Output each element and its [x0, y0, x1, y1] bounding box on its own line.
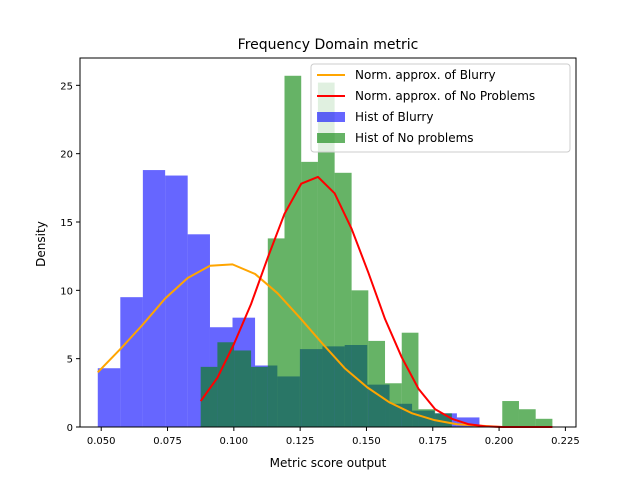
histogram-bar [284, 75, 302, 428]
histogram-bar [351, 290, 369, 427]
histogram-bar [301, 161, 318, 427]
axes-frame [79, 57, 577, 428]
legend: Norm. approx. of Blurry Norm. approx. of … [310, 63, 571, 153]
histogram-bar [502, 401, 519, 427]
y-tick-label: 20 [60, 150, 73, 161]
legend-box [310, 63, 571, 153]
plot-area: 0.050 0.075 0.100 0.125 0.150 0.175 0.200 0.225… [60, 57, 580, 447]
x-tick-label: 0.100 [220, 436, 249, 447]
y-axis-label: Density [34, 221, 48, 267]
histogram-bar [165, 175, 188, 427]
legend-label: Norm. approx. of Blurry [355, 68, 496, 82]
histogram-bar [456, 417, 480, 427]
y-tick-label: 25 [60, 81, 73, 92]
y-tick-label: 5 [67, 355, 73, 366]
legend-patch-swatch [317, 112, 345, 122]
norm-line-blurry [97, 263, 502, 428]
histogram-bar [518, 409, 536, 427]
x-axis-label: Metric score output [270, 456, 387, 470]
histogram-bar [334, 172, 352, 427]
legend-label: Norm. approx. of No Problems [355, 89, 535, 103]
x-tick-label: 0.225 [551, 436, 580, 447]
histogram-bar [217, 342, 235, 427]
x-tick-label: 0.200 [485, 436, 514, 447]
histogram-bar [401, 332, 419, 427]
x-tick-label: 0.175 [418, 436, 447, 447]
y-tick-label: 15 [60, 218, 73, 229]
histogram-bar [234, 350, 252, 427]
legend-label: Hist of Blurry [355, 110, 433, 124]
histogram-bar [535, 418, 553, 427]
hist-no-problems-series [200, 75, 553, 428]
x-tick-label: 0.125 [286, 436, 315, 447]
x-tick-label: 0.075 [153, 436, 182, 447]
x-tick-label: 0.150 [352, 436, 381, 447]
y-tick-label: 10 [60, 286, 73, 297]
histogram-bar [267, 238, 285, 427]
histogram-bar [120, 297, 143, 427]
histogram-bar [317, 82, 335, 427]
y-tick-label: 0 [67, 423, 73, 434]
histogram-bar [368, 340, 386, 427]
histogram-bar [97, 368, 121, 427]
x-tick-label: 0.050 [87, 436, 116, 447]
legend-label: Hist of No problems [355, 131, 474, 145]
legend-patch-swatch [317, 133, 345, 143]
histogram-bar [142, 170, 166, 428]
histogram-bar [251, 366, 268, 427]
chart-title: Frequency Domain metric [238, 37, 419, 53]
